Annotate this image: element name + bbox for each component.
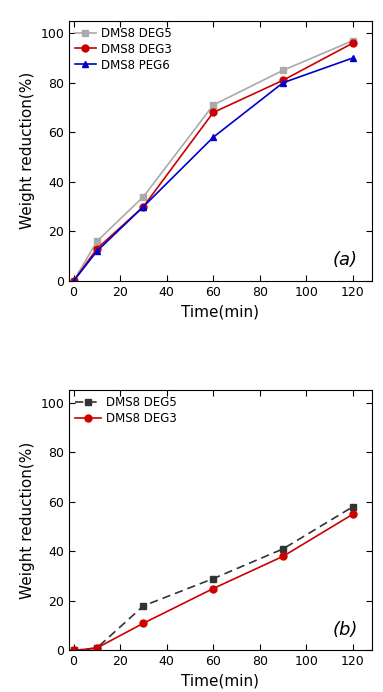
DMS8 PEG6: [71, 277, 76, 285]
DMS8 PEG6: [211, 133, 216, 141]
DMS8 PEG6: [281, 79, 285, 87]
Y-axis label: Weight reduction(%): Weight reduction(%): [20, 72, 34, 230]
DMS8 DEG3: [281, 76, 285, 84]
X-axis label: Time(min): Time(min): [181, 674, 259, 689]
DMS8 DEG5: [281, 545, 285, 553]
DMS8 DEG5: [95, 644, 99, 652]
X-axis label: Time(min): Time(min): [181, 304, 259, 320]
DMS8 DEG3: [350, 39, 355, 47]
DMS8 DEG3: [211, 109, 216, 117]
DMS8 DEG3: [95, 244, 99, 253]
DMS8 PEG6: [95, 247, 99, 255]
Y-axis label: Weight reduction(%): Weight reduction(%): [20, 441, 34, 599]
Line: DMS8 DEG5: DMS8 DEG5: [70, 503, 356, 654]
Text: (a): (a): [332, 251, 357, 269]
Line: DMS8 DEG5: DMS8 DEG5: [70, 37, 356, 284]
DMS8 DEG3: [95, 644, 99, 652]
Legend: DMS8 DEG5, DMS8 DEG3: DMS8 DEG5, DMS8 DEG3: [72, 394, 178, 428]
DMS8 DEG5: [95, 237, 99, 246]
DMS8 DEG5: [211, 574, 216, 583]
Text: (b): (b): [332, 621, 358, 639]
DMS8 DEG3: [141, 203, 146, 211]
DMS8 DEG5: [350, 37, 355, 45]
Legend: DMS8 DEG5, DMS8 DEG3, DMS8 PEG6: DMS8 DEG5, DMS8 DEG3, DMS8 PEG6: [72, 24, 174, 74]
DMS8 DEG5: [281, 66, 285, 75]
DMS8 DEG3: [141, 619, 146, 628]
DMS8 DEG3: [350, 510, 355, 518]
DMS8 DEG3: [211, 584, 216, 592]
Line: DMS8 DEG3: DMS8 DEG3: [70, 39, 356, 284]
DMS8 DEG5: [141, 192, 146, 201]
DMS8 DEG5: [141, 602, 146, 610]
Line: DMS8 DEG3: DMS8 DEG3: [70, 511, 356, 654]
DMS8 DEG5: [350, 502, 355, 511]
DMS8 DEG5: [71, 646, 76, 655]
DMS8 PEG6: [141, 203, 146, 211]
DMS8 DEG5: [71, 277, 76, 285]
DMS8 PEG6: [350, 54, 355, 62]
DMS8 DEG3: [71, 646, 76, 655]
DMS8 DEG3: [71, 277, 76, 285]
Line: DMS8 PEG6: DMS8 PEG6: [70, 55, 356, 284]
DMS8 DEG5: [211, 101, 216, 109]
DMS8 DEG3: [281, 552, 285, 561]
